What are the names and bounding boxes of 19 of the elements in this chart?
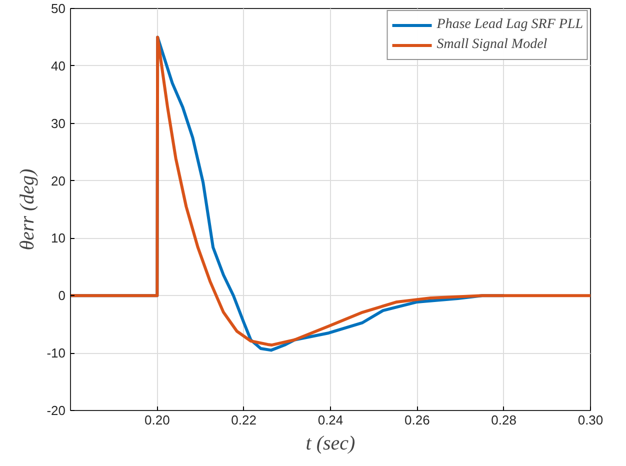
y-tick-label: 20: [51, 173, 66, 188]
y-tick-label: 0: [58, 288, 66, 304]
y-tick-label: 10: [51, 230, 66, 246]
x-tick-label: 0.28: [491, 412, 516, 428]
legend-label: Phase Lead Lag SRF PLL: [436, 17, 583, 33]
y-axis-title: θerr (deg): [16, 168, 39, 250]
legend-label: Small Signal Model: [436, 37, 548, 53]
x-tick-label: 0.26: [404, 412, 430, 428]
y-tick-label: -10: [46, 346, 66, 361]
x-tick-label: 0.24: [318, 412, 344, 428]
y-tick-label: 50: [51, 1, 66, 16]
y-tick-label: 40: [51, 58, 66, 74]
y-tick-label: 30: [51, 116, 66, 131]
y-tick-label: -20: [46, 403, 66, 418]
x-tick-label: 0.20: [144, 412, 170, 428]
x-tick-label: 0.30: [578, 412, 604, 428]
x-axis-title: t (sec): [306, 432, 356, 454]
x-tick-label: 0.22: [231, 412, 256, 428]
line-series: [70, 36, 590, 347]
